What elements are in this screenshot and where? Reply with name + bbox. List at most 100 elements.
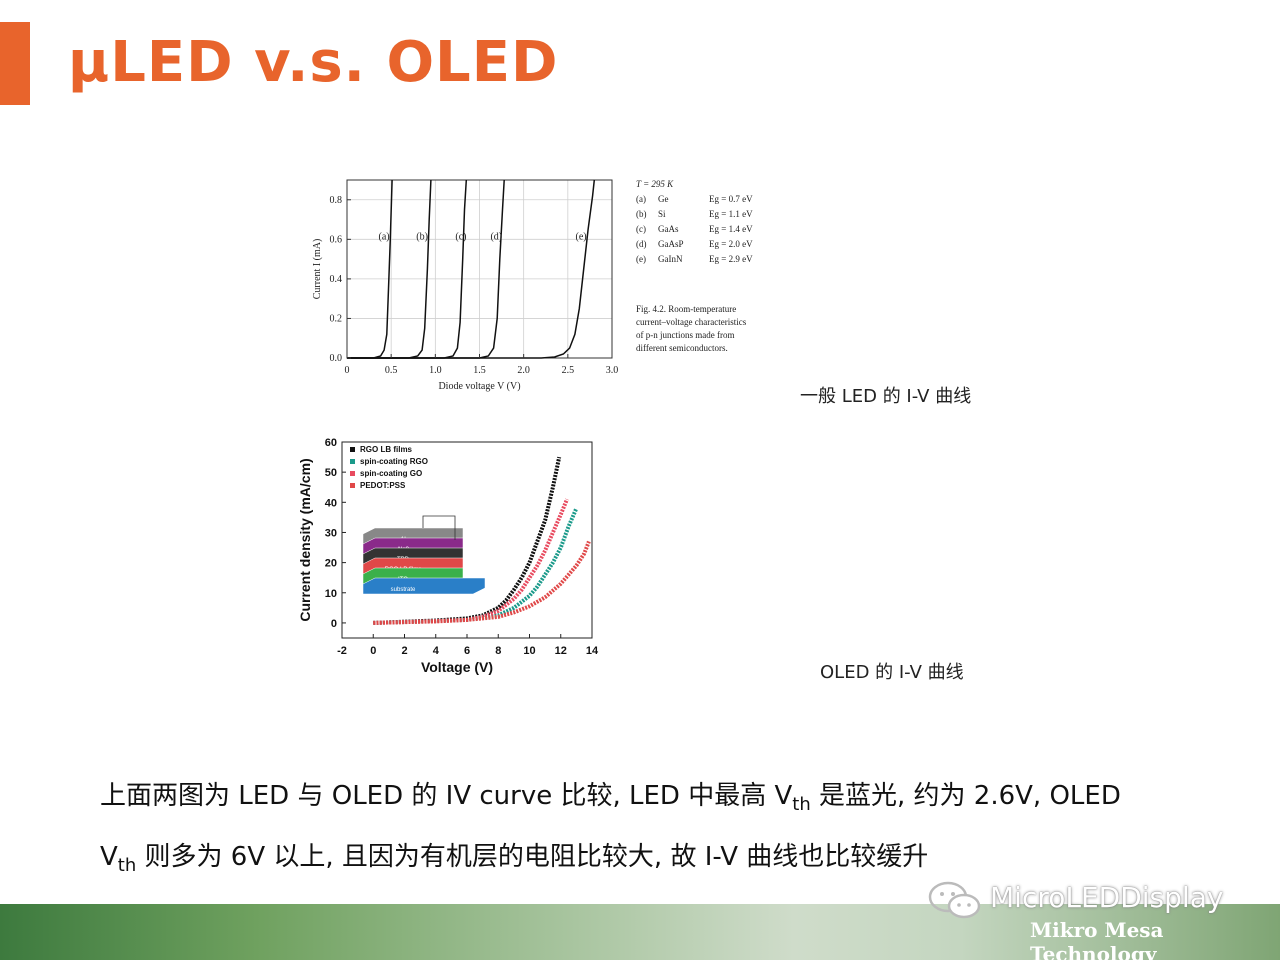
- oled-legend-swatch: [350, 471, 355, 476]
- summary-line-2: Vth 则多为 6V 以上, 且因为有机层的电阻比较大, 故 I-V 曲线也比较…: [100, 836, 928, 876]
- oled-legend-swatch: [350, 483, 355, 488]
- led-legend-label: (c): [636, 224, 646, 234]
- led-iv-chart: (a) (b) (c) (d) (e) 0 0.5 1.0 1.5 2.0 2.5 3.0 0.0 0.…: [312, 179, 753, 392]
- summary-line-1-b: 是蓝光, 约为 2.6V, OLED: [810, 781, 1121, 811]
- oled-x-axis-label: Voltage (V): [421, 659, 493, 675]
- oled-iv-chart: -2 0 2 4 6 8 10 12 14 0 10 20 30 40 50 60 AlAlq3TPDRGO …: [297, 437, 599, 675]
- led-legend-eg: Eg = 2.0 eV: [709, 239, 753, 249]
- led-legend-label: (a): [636, 194, 646, 204]
- led-legend-eg: Eg = 0.7 eV: [709, 194, 753, 204]
- led-legend-eg: Eg = 2.9 eV: [709, 254, 753, 264]
- oled-legend: RGO LB films spin-coating RGO spin-coating…: [350, 445, 428, 490]
- led-curve-d: [347, 179, 505, 359]
- led-legend-eg: Eg = 1.1 eV: [709, 209, 753, 219]
- led-curve-label: (a): [379, 231, 390, 242]
- led-tick-label-x: 0: [345, 365, 350, 376]
- led-legend-material: GaAsP: [658, 239, 684, 249]
- oled-tick-label-x: -2: [337, 645, 347, 657]
- led-legend-header: T = 295 K: [636, 179, 674, 189]
- oled-tick-label-y: 0: [331, 618, 337, 630]
- oled-legend-label: spin-coating RGO: [360, 457, 428, 466]
- summary-line-2-b: 则多为 6V 以上, 且因为有机层的电阻比较大, 故 I-V 曲线也比较缓升: [136, 842, 929, 872]
- led-caption-line: Fig. 4.2. Room-temperature: [636, 304, 736, 314]
- led-curve-e: [347, 179, 596, 359]
- led-legend-eg: Eg = 1.4 eV: [709, 224, 753, 234]
- oled-inset-layer-label: substrate: [391, 587, 416, 593]
- oled-tick-label-y: 60: [325, 437, 337, 449]
- led-legend-label: (b): [636, 209, 647, 219]
- led-curves: (a) (b) (c) (d) (e): [347, 179, 596, 359]
- oled-tick-label-x: 12: [555, 645, 567, 657]
- led-curve-label: (b): [416, 231, 428, 242]
- oled-tick-label-y: 50: [325, 467, 337, 479]
- title-accent-bar: [0, 22, 30, 105]
- led-curve-label: (d): [490, 231, 502, 242]
- led-tick-label-x: 2.0: [517, 365, 530, 376]
- led-tick-label-x: 1.0: [429, 365, 442, 376]
- led-caption-zh: 一般 LED 的 I-V 曲线: [800, 386, 972, 407]
- led-curve-c: [347, 179, 468, 359]
- company-name: Mikro Mesa Technology: [1030, 918, 1164, 966]
- oled-curves: [373, 456, 591, 625]
- summary-line-2-sub: th: [117, 855, 137, 877]
- footer-band: [0, 904, 1280, 960]
- oled-inset-layer: [362, 577, 486, 595]
- summary-line-2-a: V: [100, 842, 118, 872]
- oled-tick-label-x: 0: [370, 645, 376, 657]
- oled-tick-label-y: 30: [325, 527, 337, 539]
- oled-tick-label-y: 20: [325, 558, 337, 570]
- oled-tick-label-y: 10: [325, 588, 337, 600]
- led-tick-label-y: 0.8: [330, 195, 343, 206]
- oled-legend-label: PEDOT:PSS: [360, 481, 406, 490]
- watermark-text: MicroLEDDisplay: [990, 881, 1224, 914]
- oled-tick-label-x: 8: [495, 645, 501, 657]
- led-legend-material: GaAs: [658, 224, 679, 234]
- oled-inset-wire: [422, 515, 456, 540]
- oled-curve: [373, 507, 579, 625]
- oled-device-inset: AlAlq3TPDRGO LB filmsITOsubstrate: [362, 515, 486, 595]
- led-tick-label-y: 0.0: [330, 353, 343, 364]
- wechat-icon: [928, 881, 981, 919]
- led-ticks: 0 0.5 1.0 1.5 2.0 2.5 3.0 0.0 0.2 0.4 0.6 0.8: [330, 195, 619, 376]
- oled-legend-label: RGO LB films: [360, 445, 413, 454]
- led-legend-material: Ge: [658, 194, 669, 204]
- oled-caption-zh: OLED 的 I-V 曲线: [820, 662, 964, 683]
- oled-legend-label: spin-coating GO: [360, 469, 422, 478]
- oled-tick-label-x: 6: [464, 645, 470, 657]
- led-legend-material: Si: [658, 209, 666, 219]
- oled-tick-label-x: 10: [523, 645, 535, 657]
- summary-line-1-sub: th: [792, 794, 811, 816]
- summary-line-1-a: 上面两图为 LED 与 OLED 的 IV curve 比较, LED 中最高 …: [100, 781, 793, 811]
- led-legend-label: (d): [636, 239, 647, 249]
- oled-legend-swatch: [350, 447, 355, 452]
- led-tick-label-y: 0.4: [330, 274, 343, 285]
- led-legend-material: GaInN: [658, 254, 683, 264]
- oled-tick-label-y: 40: [325, 497, 337, 509]
- led-tick-label-x: 0.5: [385, 365, 398, 376]
- oled-tick-label-x: 4: [433, 645, 440, 657]
- led-legend-label: (e): [636, 254, 646, 264]
- led-y-axis-label: Current I (mA): [312, 239, 323, 300]
- led-legend: T = 295 K (a) Ge Eg = 0.7 eV (b) Si Eg = 1.1 e…: [636, 179, 753, 264]
- oled-curve: [373, 540, 591, 625]
- oled-tick-label-x: 14: [586, 645, 599, 657]
- led-caption-line: of p-n junctions made from: [636, 330, 734, 340]
- oled-ticks: -2 0 2 4 6 8 10 12 14 0 10 20 30 40 50 60: [325, 437, 599, 657]
- led-tick-label-x: 1.5: [473, 365, 486, 376]
- oled-tick-label-x: 2: [401, 645, 407, 657]
- led-curve-label: (e): [576, 231, 587, 242]
- led-x-axis-label: Diode voltage V (V): [438, 381, 520, 392]
- oled-legend-swatch: [350, 459, 355, 464]
- led-curve-a: [347, 179, 393, 359]
- led-tick-label-y: 0.6: [330, 234, 343, 245]
- led-caption-line: current–voltage characteristics: [636, 317, 747, 327]
- led-curve-label: (c): [455, 231, 466, 242]
- led-tick-label-x: 3.0: [606, 365, 619, 376]
- led-tick-label-x: 2.5: [562, 365, 575, 376]
- oled-y-axis-label: Current density (mA/cm): [297, 458, 313, 621]
- led-figure-caption: Fig. 4.2. Room-temperature current–voltag…: [636, 304, 747, 353]
- led-tick-label-y: 0.2: [330, 313, 343, 324]
- led-caption-line: different semiconductors.: [636, 343, 728, 353]
- summary-line-1: 上面两图为 LED 与 OLED 的 IV curve 比较, LED 中最高 …: [100, 775, 1121, 815]
- slide-title: μLED v.s. OLED: [68, 30, 559, 95]
